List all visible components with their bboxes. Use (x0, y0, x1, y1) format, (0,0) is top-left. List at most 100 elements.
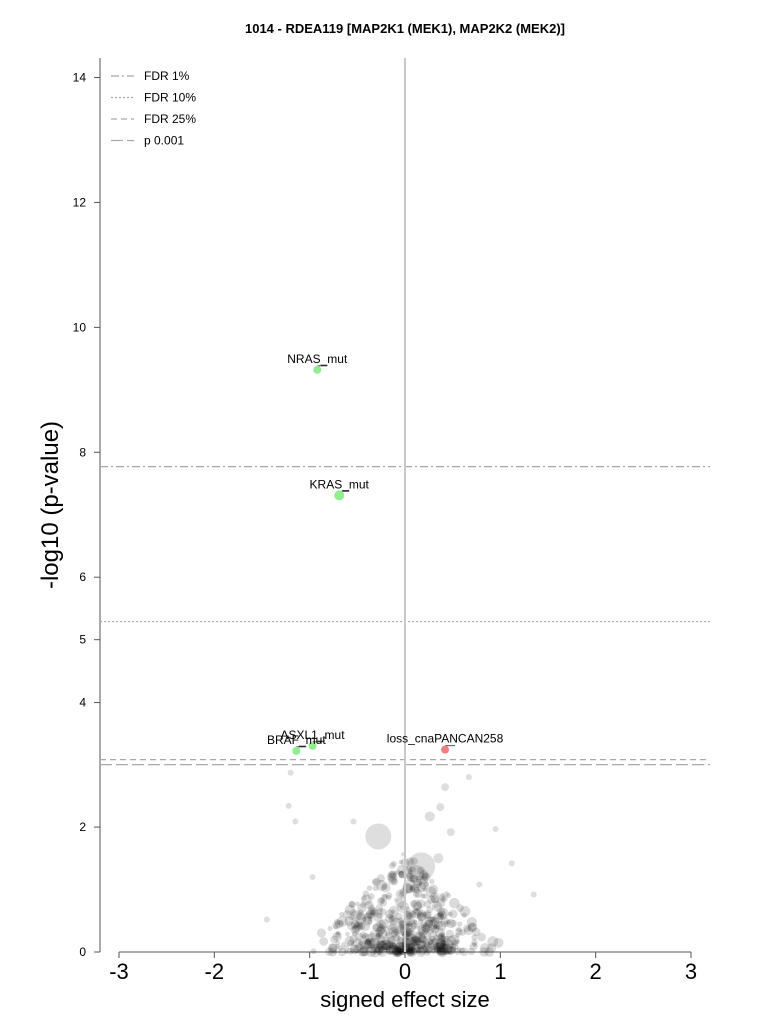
background-point (479, 947, 489, 957)
background-point (410, 946, 416, 952)
background-point (445, 893, 452, 899)
background-point (455, 932, 460, 938)
background-point (437, 911, 444, 917)
background-point (328, 943, 338, 953)
background-point (386, 894, 392, 901)
background-point (443, 947, 450, 953)
background-point (439, 946, 448, 955)
background-point (363, 912, 373, 922)
background-point (361, 939, 372, 949)
background-point (467, 922, 477, 932)
x-axis-ticks: -3 -2 -1 0 1 2 3 (109, 952, 697, 984)
background-point (435, 937, 447, 949)
background-point (433, 923, 439, 929)
background-point (398, 919, 405, 926)
background-point (409, 936, 419, 946)
background-point (350, 942, 355, 947)
background-point (379, 940, 385, 946)
background-point (434, 920, 443, 930)
background-point (334, 931, 341, 938)
background-point (364, 938, 372, 945)
background-point (376, 943, 384, 950)
background-point (335, 930, 341, 936)
background-point (438, 947, 448, 956)
background-point (441, 895, 448, 902)
background-point (430, 895, 440, 904)
background-point (436, 803, 445, 812)
background-point (387, 940, 396, 949)
background-point (405, 857, 415, 867)
background-point (399, 924, 405, 931)
background-point (374, 944, 386, 956)
background-point (441, 783, 450, 792)
background-point (442, 936, 450, 943)
background-point (361, 934, 366, 939)
background-point (353, 921, 360, 927)
background-point (430, 924, 440, 934)
background-point (382, 939, 394, 951)
background-point (394, 944, 399, 949)
background-point (435, 946, 441, 952)
background-point (440, 892, 445, 898)
background-point (422, 923, 429, 929)
background-point (343, 910, 352, 919)
background-point (421, 872, 429, 881)
background-point (370, 907, 378, 916)
background-point (446, 946, 455, 955)
background-point (433, 934, 440, 941)
background-point (416, 910, 428, 922)
background-point (391, 946, 403, 958)
background-point (405, 946, 416, 956)
legend-label: p 0.001 (144, 134, 184, 148)
background-point (367, 912, 373, 918)
background-point (405, 948, 412, 955)
background-point (418, 881, 423, 886)
background-point (420, 921, 428, 928)
background-point (435, 946, 442, 953)
background-point (327, 925, 333, 931)
background-point (406, 946, 418, 958)
background-point (456, 904, 464, 912)
background-point (389, 944, 400, 956)
legend-label: FDR 1% (144, 69, 190, 83)
background-point (409, 911, 417, 919)
y-tick-label: 0 (79, 945, 86, 959)
background-point (419, 869, 429, 879)
background-point (387, 872, 398, 884)
background-point (420, 893, 426, 899)
background-point (449, 897, 460, 909)
background-point (425, 949, 430, 954)
background-point (378, 923, 385, 929)
background-point (432, 917, 440, 925)
background-point (410, 933, 416, 939)
background-point (410, 900, 418, 908)
background-point (404, 930, 411, 937)
background-point (403, 927, 413, 937)
background-point (358, 938, 367, 947)
background-point (459, 929, 466, 936)
background-point (463, 924, 471, 933)
background-point (426, 906, 434, 914)
background-point (369, 932, 374, 938)
background-point (366, 940, 372, 945)
background-point (332, 931, 342, 942)
background-point (348, 900, 356, 908)
background-point (407, 948, 414, 955)
background-point (427, 916, 434, 923)
background-point (411, 899, 422, 911)
background-point (397, 901, 410, 914)
background-point (440, 896, 446, 903)
chart-title: 1014 - RDEA119 [MAP2K1 (MEK1), MAP2K2 (M… (245, 21, 565, 36)
background-point (416, 912, 424, 920)
background-point (428, 920, 434, 925)
background-point (438, 931, 445, 938)
background-point (356, 923, 361, 928)
background-point (405, 945, 414, 955)
background-point (364, 938, 371, 945)
background-point (387, 935, 397, 946)
background-point (408, 948, 413, 953)
background-point (407, 947, 412, 952)
background-point (465, 774, 472, 781)
background-point (440, 935, 447, 942)
background-point (369, 938, 374, 943)
